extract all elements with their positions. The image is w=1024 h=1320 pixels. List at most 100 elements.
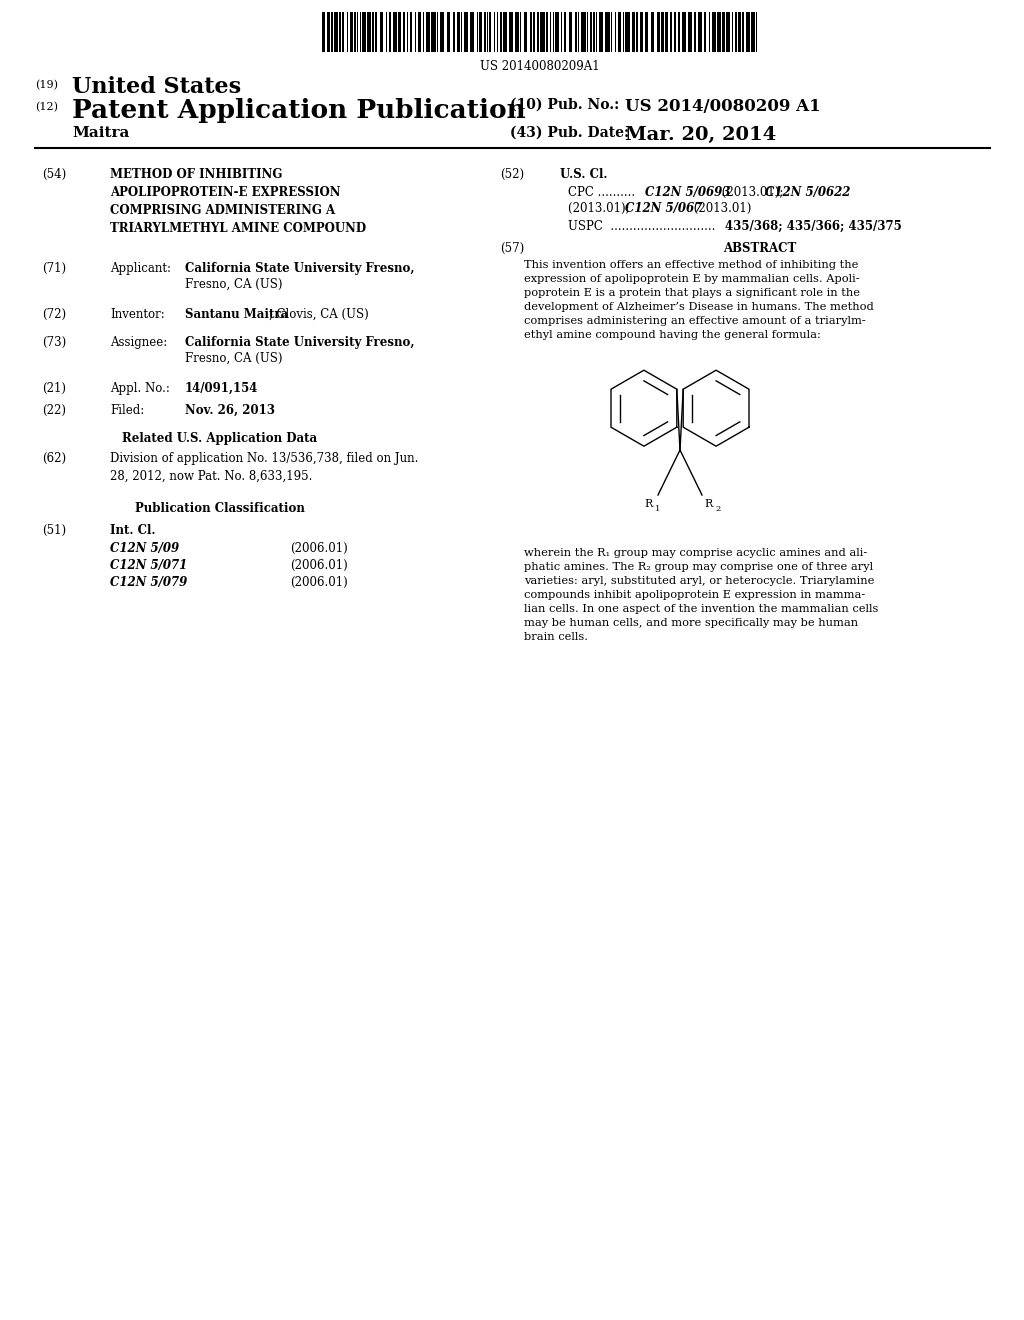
Bar — [742, 12, 743, 51]
Bar — [734, 12, 736, 51]
Bar — [662, 12, 664, 51]
Text: (21): (21) — [42, 381, 66, 395]
Bar — [362, 12, 366, 51]
Bar — [469, 12, 474, 51]
Bar — [529, 12, 531, 51]
Text: (73): (73) — [42, 337, 67, 348]
Bar — [703, 12, 706, 51]
Text: C12N 5/067: C12N 5/067 — [625, 202, 702, 215]
Text: (19): (19) — [35, 81, 58, 90]
Bar — [682, 12, 685, 51]
Bar — [339, 12, 341, 51]
Text: (43) Pub. Date:: (43) Pub. Date: — [510, 125, 629, 140]
Text: Fresno, CA (US): Fresno, CA (US) — [185, 352, 283, 366]
Bar — [581, 12, 586, 51]
Text: Fresno, CA (US): Fresno, CA (US) — [185, 279, 283, 290]
Text: C12N 5/0622: C12N 5/0622 — [765, 186, 850, 199]
Bar — [375, 12, 377, 51]
Text: (22): (22) — [42, 404, 66, 417]
Text: (62): (62) — [42, 451, 67, 465]
Bar — [722, 12, 725, 51]
Bar — [640, 12, 642, 51]
Bar — [674, 12, 676, 51]
Text: Division of application No. 13/536,738, filed on Jun.
28, 2012, now Pat. No. 8,6: Division of application No. 13/536,738, … — [110, 451, 419, 483]
Text: Applicant:: Applicant: — [110, 261, 171, 275]
Bar — [555, 12, 559, 51]
Bar — [334, 12, 338, 51]
Text: This invention offers an effective method of inhibiting the
expression of apolip: This invention offers an effective metho… — [524, 260, 873, 341]
Text: Int. Cl.: Int. Cl. — [110, 524, 156, 537]
Text: (72): (72) — [42, 308, 67, 321]
Text: C12N 5/0693: C12N 5/0693 — [645, 186, 730, 199]
Bar — [738, 12, 740, 51]
Bar — [350, 12, 352, 51]
Bar — [457, 12, 460, 51]
Text: (2006.01): (2006.01) — [290, 558, 348, 572]
Text: (2013.01);: (2013.01); — [568, 202, 634, 215]
Bar — [392, 12, 397, 51]
Bar — [590, 12, 592, 51]
Bar — [418, 12, 421, 51]
Text: (54): (54) — [42, 168, 67, 181]
Bar — [439, 12, 444, 51]
Text: California State University Fresno,: California State University Fresno, — [185, 261, 415, 275]
Bar — [500, 12, 502, 51]
Bar — [644, 12, 648, 51]
Bar — [632, 12, 635, 51]
Bar — [614, 12, 616, 51]
Text: (51): (51) — [42, 524, 67, 537]
Bar — [596, 12, 597, 51]
Bar — [593, 12, 595, 51]
Bar — [398, 12, 400, 51]
Bar — [698, 12, 701, 51]
Text: U.S. Cl.: U.S. Cl. — [560, 168, 607, 181]
Text: C12N 5/079: C12N 5/079 — [110, 576, 187, 589]
Text: Appl. No.:: Appl. No.: — [110, 381, 170, 395]
Text: (2006.01): (2006.01) — [290, 576, 348, 589]
Bar — [372, 12, 374, 51]
Bar — [688, 12, 691, 51]
Bar — [694, 12, 696, 51]
Bar — [605, 12, 609, 51]
Bar — [341, 12, 344, 51]
Bar — [509, 12, 512, 51]
Text: Patent Application Publication: Patent Application Publication — [72, 98, 525, 123]
Bar — [623, 12, 624, 51]
Bar — [497, 12, 498, 51]
Bar — [519, 12, 521, 51]
Text: Santanu Maitra: Santanu Maitra — [185, 308, 288, 321]
Bar — [503, 12, 507, 51]
Bar — [599, 12, 602, 51]
Text: (2013.01): (2013.01) — [690, 202, 752, 215]
Text: R: R — [644, 499, 652, 510]
Bar — [319, 12, 760, 51]
Text: Nov. 26, 2013: Nov. 26, 2013 — [185, 404, 275, 417]
Bar — [745, 12, 750, 51]
Bar — [407, 12, 408, 51]
Text: United States: United States — [72, 77, 241, 98]
Bar — [380, 12, 383, 51]
Bar — [636, 12, 638, 51]
Text: (2006.01): (2006.01) — [290, 543, 348, 554]
Text: (52): (52) — [500, 168, 524, 181]
Bar — [537, 12, 539, 51]
Bar — [410, 12, 412, 51]
Text: Inventor:: Inventor: — [110, 308, 165, 321]
Text: Publication Classification: Publication Classification — [135, 502, 305, 515]
Text: C12N 5/09: C12N 5/09 — [110, 543, 179, 554]
Text: Mar. 20, 2014: Mar. 20, 2014 — [625, 125, 776, 144]
Bar — [431, 12, 435, 51]
Text: wherein the R₁ group may comprise acyclic amines and ali-
phatic amines. The R₂ : wherein the R₁ group may comprise acycli… — [524, 548, 879, 642]
Bar — [446, 12, 450, 51]
Bar — [331, 12, 333, 51]
Bar — [717, 12, 721, 51]
Text: (71): (71) — [42, 261, 67, 275]
Bar — [751, 12, 755, 51]
Text: R: R — [705, 499, 713, 510]
Text: 1: 1 — [655, 506, 660, 513]
Bar — [574, 12, 577, 51]
Text: Maitra: Maitra — [72, 125, 129, 140]
Bar — [625, 12, 630, 51]
Text: Assignee:: Assignee: — [110, 337, 167, 348]
Bar — [618, 12, 621, 51]
